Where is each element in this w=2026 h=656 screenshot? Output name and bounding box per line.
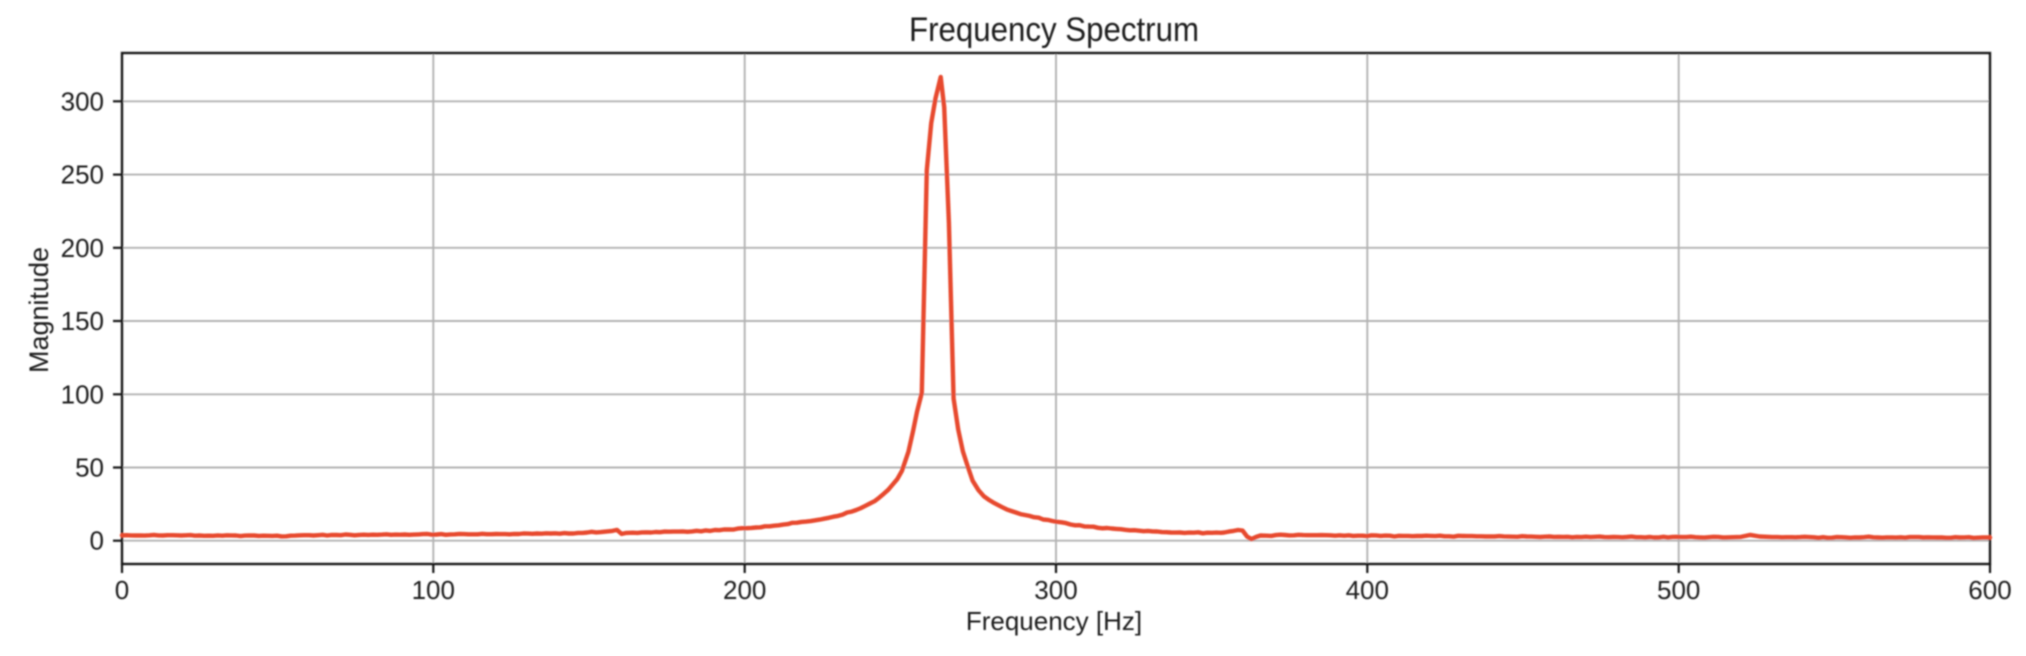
- svg-text:200: 200: [723, 575, 766, 605]
- svg-text:50: 50: [75, 453, 104, 483]
- svg-text:300: 300: [1034, 575, 1077, 605]
- svg-text:0: 0: [115, 575, 129, 605]
- svg-text:0: 0: [90, 526, 104, 556]
- svg-text:300: 300: [61, 86, 104, 116]
- svg-text:Frequency Spectrum: Frequency Spectrum: [909, 11, 1199, 49]
- svg-text:600: 600: [1968, 575, 2011, 605]
- svg-text:500: 500: [1657, 575, 1700, 605]
- svg-text:100: 100: [61, 379, 104, 409]
- svg-text:250: 250: [61, 160, 104, 190]
- svg-text:200: 200: [61, 233, 104, 263]
- svg-text:Frequency [Hz]: Frequency [Hz]: [966, 606, 1142, 636]
- svg-text:400: 400: [1346, 575, 1389, 605]
- svg-text:100: 100: [412, 575, 455, 605]
- svg-text:Magnitude: Magnitude: [24, 247, 54, 373]
- svg-text:150: 150: [61, 306, 104, 336]
